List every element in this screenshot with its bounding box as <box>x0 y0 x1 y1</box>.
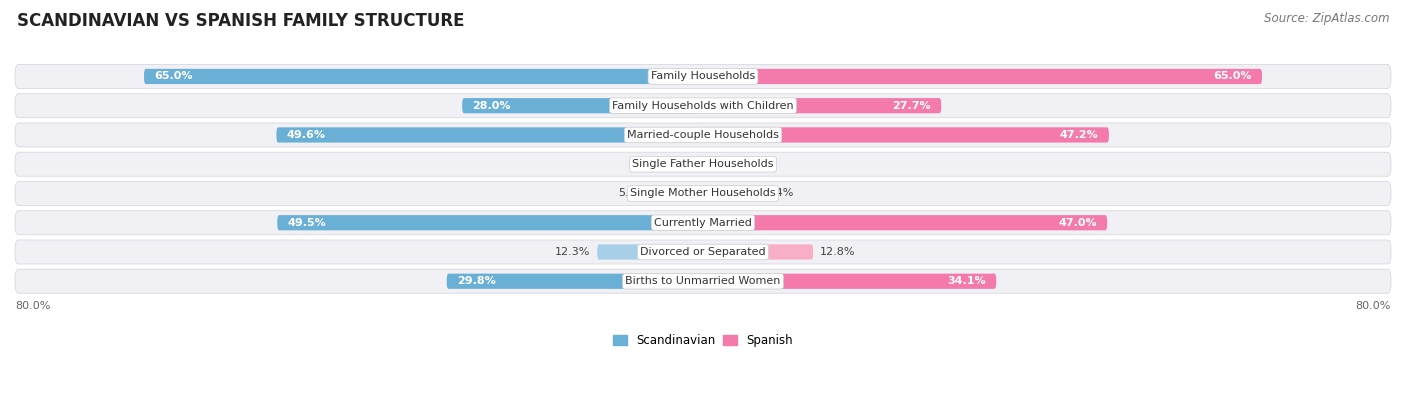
FancyBboxPatch shape <box>703 156 724 172</box>
Text: 12.8%: 12.8% <box>820 247 855 257</box>
Text: Married-couple Households: Married-couple Households <box>627 130 779 140</box>
FancyBboxPatch shape <box>682 156 703 172</box>
FancyBboxPatch shape <box>15 269 1391 293</box>
Text: Family Households with Children: Family Households with Children <box>612 101 794 111</box>
Text: 47.2%: 47.2% <box>1060 130 1098 140</box>
FancyBboxPatch shape <box>15 152 1391 176</box>
Text: Births to Unmarried Women: Births to Unmarried Women <box>626 276 780 286</box>
FancyBboxPatch shape <box>15 240 1391 264</box>
FancyBboxPatch shape <box>703 186 758 201</box>
FancyBboxPatch shape <box>15 94 1391 118</box>
FancyBboxPatch shape <box>447 274 703 289</box>
Text: 12.3%: 12.3% <box>555 247 591 257</box>
Text: 49.5%: 49.5% <box>288 218 326 228</box>
Text: 2.4%: 2.4% <box>647 159 675 169</box>
Text: Source: ZipAtlas.com: Source: ZipAtlas.com <box>1264 12 1389 25</box>
Text: Single Mother Households: Single Mother Households <box>630 188 776 198</box>
Text: 28.0%: 28.0% <box>472 101 510 111</box>
FancyBboxPatch shape <box>463 98 703 113</box>
FancyBboxPatch shape <box>703 274 997 289</box>
Legend: Scandinavian, Spanish: Scandinavian, Spanish <box>609 329 797 352</box>
Text: 49.6%: 49.6% <box>287 130 326 140</box>
Text: 6.4%: 6.4% <box>765 188 793 198</box>
Text: 47.0%: 47.0% <box>1059 218 1097 228</box>
FancyBboxPatch shape <box>15 211 1391 235</box>
Text: 34.1%: 34.1% <box>948 276 986 286</box>
FancyBboxPatch shape <box>703 69 1263 84</box>
Text: 29.8%: 29.8% <box>457 276 496 286</box>
Text: 80.0%: 80.0% <box>1355 301 1391 311</box>
FancyBboxPatch shape <box>654 186 703 201</box>
Text: 80.0%: 80.0% <box>15 301 51 311</box>
FancyBboxPatch shape <box>277 215 703 230</box>
Text: 65.0%: 65.0% <box>155 71 193 81</box>
FancyBboxPatch shape <box>703 215 1107 230</box>
Text: 5.8%: 5.8% <box>617 188 647 198</box>
FancyBboxPatch shape <box>15 64 1391 88</box>
FancyBboxPatch shape <box>598 245 703 260</box>
Text: 2.5%: 2.5% <box>731 159 759 169</box>
FancyBboxPatch shape <box>15 181 1391 205</box>
Text: Single Father Households: Single Father Households <box>633 159 773 169</box>
Text: Family Households: Family Households <box>651 71 755 81</box>
FancyBboxPatch shape <box>143 69 703 84</box>
Text: 65.0%: 65.0% <box>1213 71 1251 81</box>
Text: 27.7%: 27.7% <box>893 101 931 111</box>
FancyBboxPatch shape <box>277 127 703 143</box>
Text: Divorced or Separated: Divorced or Separated <box>640 247 766 257</box>
FancyBboxPatch shape <box>15 123 1391 147</box>
FancyBboxPatch shape <box>703 245 813 260</box>
Text: Currently Married: Currently Married <box>654 218 752 228</box>
FancyBboxPatch shape <box>703 98 941 113</box>
Text: SCANDINAVIAN VS SPANISH FAMILY STRUCTURE: SCANDINAVIAN VS SPANISH FAMILY STRUCTURE <box>17 12 464 30</box>
FancyBboxPatch shape <box>703 127 1109 143</box>
